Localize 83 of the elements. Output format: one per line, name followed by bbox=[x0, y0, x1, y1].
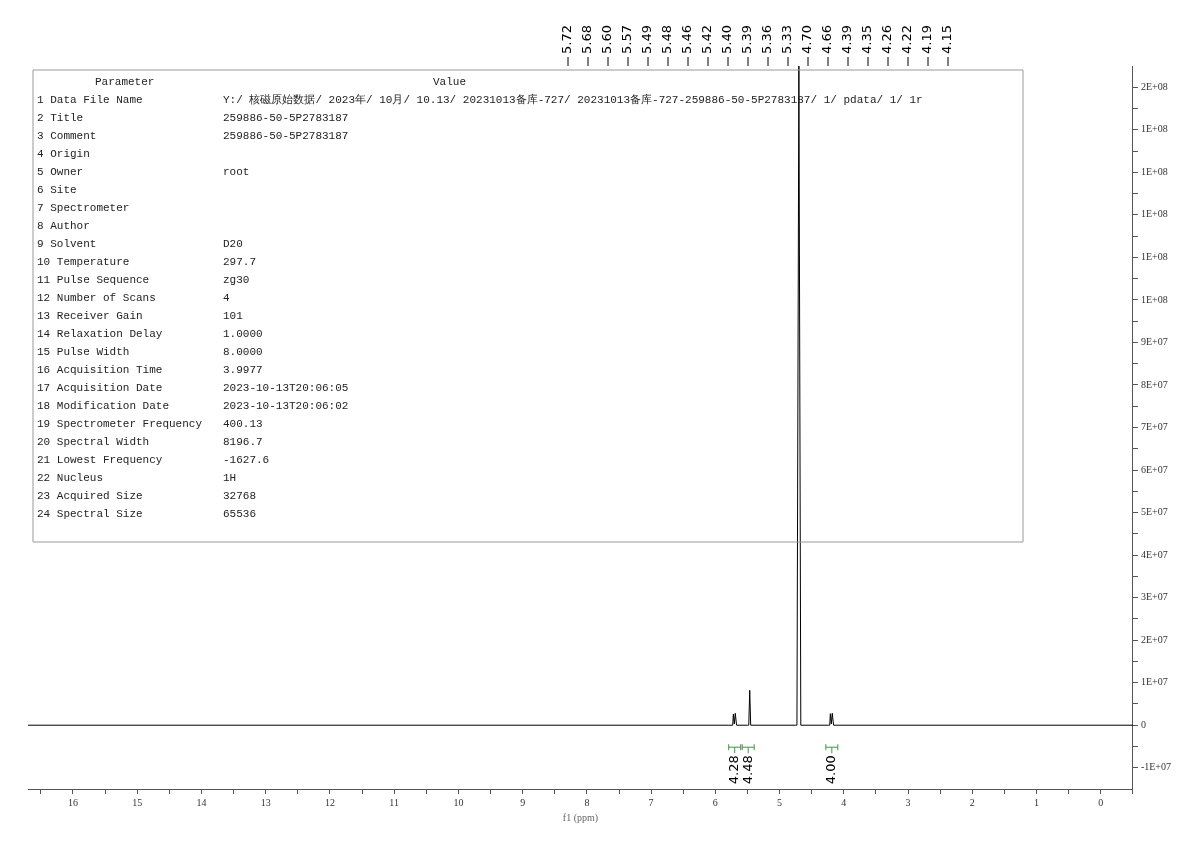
text: 12 Number of Scans 4 bbox=[37, 291, 230, 304]
text: 2 Title 259886-50-5P2783187 bbox=[37, 111, 349, 124]
x-tick-label: 2 bbox=[969, 796, 975, 808]
text: 9 Solvent D20 bbox=[37, 237, 243, 250]
y-tick-label: 1E+08 bbox=[1140, 293, 1168, 305]
text: 4.35 bbox=[859, 25, 875, 54]
text: 5.46 bbox=[679, 25, 695, 54]
text: 15 Pulse Width 8.0000 bbox=[37, 345, 263, 358]
annotation: 4.28 bbox=[726, 755, 742, 785]
annotation: Value bbox=[433, 75, 467, 88]
text: 20 Spectral Width 8196.7 bbox=[37, 435, 263, 448]
x-tick-label: 10 bbox=[453, 796, 464, 808]
x-tick-label: 15 bbox=[132, 796, 143, 808]
text: 14 Relaxation Delay 1.0000 bbox=[37, 327, 263, 340]
y-tick-label: 8E+07 bbox=[1140, 378, 1168, 390]
x-tick-label: 7 bbox=[648, 796, 654, 808]
x-tick-label: 8 bbox=[584, 796, 590, 808]
y-tick-label: 1E+08 bbox=[1140, 123, 1168, 135]
x-tick-label: 1 bbox=[1034, 796, 1040, 808]
x-tick-label: 6 bbox=[712, 796, 718, 808]
y-tick-label: 9E+07 bbox=[1140, 336, 1168, 348]
text: 13 Receiver Gain 101 bbox=[37, 309, 243, 322]
text: 5.39 bbox=[739, 25, 755, 54]
text: 4.22 bbox=[899, 25, 915, 54]
text: 5.40 bbox=[719, 25, 735, 54]
annotation: 7 Spectrometer bbox=[37, 201, 130, 214]
annotation: 4 Origin bbox=[37, 147, 90, 160]
x-tick-label: 5 bbox=[777, 796, 783, 808]
annotation: 4.48 bbox=[739, 755, 755, 785]
x-tick-label: 9 bbox=[520, 796, 526, 808]
y-tick-label: 7E+07 bbox=[1140, 421, 1168, 433]
y-tick-label: 5E+07 bbox=[1140, 506, 1168, 518]
annotation: 8 Author bbox=[37, 219, 90, 232]
text: 21 Lowest Frequency -1627.6 bbox=[37, 453, 270, 466]
text: 10 Temperature 297.7 bbox=[37, 255, 257, 268]
text: 4.70 bbox=[799, 25, 815, 54]
text: 4.26 bbox=[879, 25, 895, 54]
text: 5.57 bbox=[619, 25, 635, 54]
text: 22 Nucleus 1H bbox=[37, 471, 237, 484]
x-axis-title: f1 (ppm) bbox=[562, 811, 599, 824]
text: 4.15 bbox=[939, 25, 955, 54]
y-tick-label: 1E+08 bbox=[1140, 208, 1168, 220]
text: 5.48 bbox=[659, 25, 675, 54]
text: 5 Owner root bbox=[37, 165, 250, 178]
y-tick-label: 1E+08 bbox=[1140, 165, 1168, 177]
x-tick-label: 3 bbox=[905, 796, 911, 808]
x-tick-label: 0 bbox=[1098, 796, 1104, 808]
text: 23 Acquired Size 32768 bbox=[37, 489, 257, 502]
text: 4.19 bbox=[919, 25, 935, 54]
text: 5.72 bbox=[559, 25, 575, 54]
y-tick-label: 6E+07 bbox=[1140, 463, 1168, 475]
y-tick-label: 0 bbox=[1140, 718, 1146, 730]
annotation: 6 Site bbox=[37, 183, 77, 196]
y-tick-label: 4E+07 bbox=[1140, 548, 1168, 560]
x-tick-label: 11 bbox=[389, 796, 399, 808]
text: 5.33 bbox=[779, 25, 795, 54]
x-tick-label: 16 bbox=[67, 796, 78, 808]
text: 3 Comment 259886-50-5P2783187 bbox=[37, 129, 349, 142]
text: 5.42 bbox=[699, 25, 715, 54]
text: 24 Spectral Size 65536 bbox=[37, 507, 257, 520]
y-tick-label: 3E+07 bbox=[1140, 591, 1168, 603]
text: 5.68 bbox=[579, 25, 595, 54]
text: 16 Acquisition Time 3.9977 bbox=[37, 363, 263, 376]
annotation: 4.00 bbox=[823, 755, 839, 785]
text: 17 Acquisition Date 2023-10-13T20:06:05 bbox=[37, 381, 349, 394]
text: 19 Spectrometer Frequency 400.13 bbox=[37, 417, 263, 430]
x-tick-label: 12 bbox=[324, 796, 335, 808]
text: 5.36 bbox=[759, 25, 775, 54]
text: 5.49 bbox=[639, 25, 655, 54]
y-tick-label: 2E+07 bbox=[1140, 633, 1168, 645]
x-tick-label: 14 bbox=[196, 796, 207, 808]
x-tick-label: 13 bbox=[260, 796, 271, 808]
y-tick-label: 1E+07 bbox=[1140, 676, 1168, 688]
y-tick-label: 2E+08 bbox=[1140, 80, 1168, 92]
text: 11 Pulse Sequence zg30 bbox=[37, 273, 250, 286]
annotation: Parameter bbox=[95, 75, 155, 88]
y-tick-label: -1E+07 bbox=[1140, 761, 1171, 773]
x-tick-label: 4 bbox=[841, 796, 847, 808]
text: 4.66 bbox=[819, 25, 835, 54]
y-tick-label: 1E+08 bbox=[1140, 251, 1168, 263]
text: 4.39 bbox=[839, 25, 855, 54]
text: 5.60 bbox=[599, 25, 615, 54]
text: 18 Modification Date 2023-10-13T20:06:02 bbox=[37, 399, 349, 412]
